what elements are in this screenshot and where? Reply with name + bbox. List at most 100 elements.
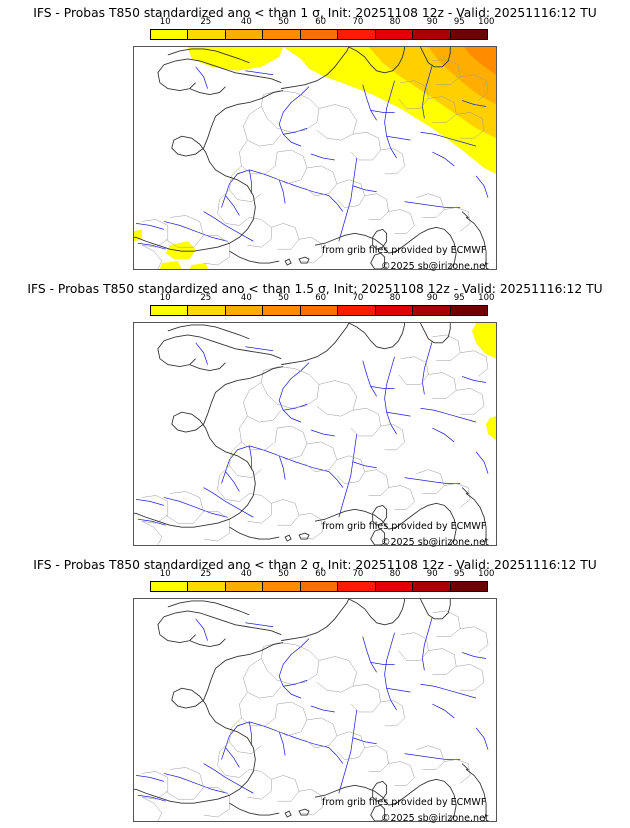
- colorbar-tick-25: 25: [200, 569, 212, 579]
- map-canvas: [133, 598, 497, 822]
- admin-borders-layer: [141, 610, 489, 821]
- colorbar-segment-60-70: [300, 30, 339, 39]
- river-po: [404, 201, 461, 208]
- colorbar-segment-80-90: [375, 306, 414, 315]
- colorbar-tick-80: 80: [389, 293, 401, 303]
- colorbar-tick-80: 80: [389, 17, 401, 27]
- river-tributary-6: [386, 687, 411, 693]
- coast-sardinia: [370, 528, 386, 545]
- river-seine: [278, 86, 310, 147]
- coast-italy-w: [388, 502, 457, 545]
- colorbar-tick-70: 70: [352, 569, 364, 579]
- shading-patch-spain-1: [165, 241, 196, 260]
- river-tributary-5: [248, 445, 252, 470]
- colorbar: 10 25 40 50 60 70 80 90 95 100: [150, 293, 494, 318]
- coast-denmark: [420, 323, 451, 344]
- admin-borders-layer: [141, 334, 489, 545]
- river-garonne: [203, 763, 254, 794]
- colorbar-segment-50-60: [263, 306, 301, 315]
- river-garonne: [203, 487, 254, 518]
- coast-adriatic: [461, 763, 470, 770]
- river-tributary-10: [432, 427, 455, 443]
- coast-corsica: [372, 780, 388, 802]
- river-loire: [221, 169, 330, 208]
- coast-wales: [189, 362, 226, 372]
- river-tributary-3: [278, 179, 286, 204]
- colorbar-tick-95: 95: [453, 569, 465, 579]
- colorbar-segment-25-40: [188, 582, 226, 591]
- coast-sardinia: [370, 252, 386, 269]
- river-tributary-8: [352, 185, 377, 193]
- coast-med-france: [314, 508, 389, 530]
- coast-med-france: [314, 784, 389, 806]
- colorbar-segment-90-95: [413, 582, 451, 591]
- probability-shading-layer: [134, 47, 496, 269]
- colorbar-tick-40: 40: [240, 17, 252, 27]
- river-seine: [278, 638, 310, 699]
- coast-britain-west: [157, 616, 196, 644]
- shading-patch-channel: [187, 47, 284, 71]
- river-meuse: [362, 84, 377, 121]
- coast-italy-e: [465, 493, 487, 545]
- shading-patch-spain-3: [189, 263, 208, 269]
- colorbar: 10 25 40 50 60 70 80 90 95 100: [150, 17, 494, 42]
- colorbar-tick-60: 60: [315, 17, 327, 27]
- colorbar-segment-50-60: [263, 582, 301, 591]
- colorbar-segment-80-90: [375, 30, 414, 39]
- colorbar: 10 25 40 50 60 70 80 90 95 100: [150, 569, 494, 594]
- colorbar-tick-100: 100: [478, 293, 495, 303]
- river-tributary-9: [225, 471, 240, 492]
- river-tributary-11: [462, 376, 487, 383]
- colorbar-segment-80-90: [375, 582, 414, 591]
- river-rhine: [384, 80, 397, 159]
- colorbar-tick-70: 70: [352, 17, 364, 27]
- river-po: [404, 477, 461, 484]
- copyright-credit: ©2025 sb@irizone.net: [381, 261, 489, 272]
- coastline-layer: [134, 599, 487, 821]
- river-danube-upper: [420, 407, 477, 423]
- river-tributary-3: [278, 455, 286, 480]
- coast-balearic-small: [284, 810, 292, 818]
- coast-britain-west: [157, 64, 196, 92]
- river-ebro: [163, 773, 228, 794]
- coast-spain-med: [229, 526, 280, 540]
- river-rhone: [338, 709, 358, 794]
- rivers-layer: [135, 340, 489, 526]
- coast-balearic: [298, 532, 310, 540]
- map-canvas: [133, 46, 497, 270]
- colorbar-tick-50: 50: [278, 569, 289, 579]
- coast-wales: [189, 638, 226, 648]
- colorbar-segment-10-25: [151, 30, 189, 39]
- coast-corsica: [372, 228, 388, 250]
- colorbar-tick-60: 60: [315, 569, 327, 579]
- river-elbe: [422, 616, 433, 671]
- colorbar-tick-60: 60: [315, 293, 327, 303]
- river-tributary-8: [352, 461, 377, 469]
- ecmwf-credit: from grib files provided by ECMWF: [322, 797, 487, 808]
- colorbar-segment-10-25: [151, 306, 189, 315]
- probability-map-panel-1sigma: IFS - Probas T850 standardized ano < tha…: [0, 0, 630, 276]
- coast-britain-south: [163, 610, 282, 636]
- rivers-layer: [135, 616, 489, 802]
- probability-map-panel-1p5sigma: IFS - Probas T850 standardized ano < tha…: [0, 276, 630, 552]
- colorbar-tick-50: 50: [278, 17, 289, 27]
- river-tributary-9: [225, 747, 240, 768]
- river-danube-upper: [420, 131, 477, 147]
- coast-britain-south: [163, 58, 282, 84]
- ecmwf-credit: from grib files provided by ECMWF: [322, 521, 487, 532]
- shading-patch-ne-corner: [472, 323, 496, 359]
- colorbar-segment-40-50: [225, 582, 264, 591]
- colorbar-tick-25: 25: [200, 17, 212, 27]
- colorbar-tick-90: 90: [426, 569, 438, 579]
- colorbar-segment-95-100: [450, 30, 487, 39]
- river-tagus: [137, 242, 166, 250]
- coast-netherlands: [348, 599, 405, 626]
- river-tributary-6: [386, 135, 411, 141]
- rivers-layer: [135, 64, 489, 250]
- colorbar-segment-10-25: [151, 582, 189, 591]
- river-tributary-3: [278, 731, 286, 756]
- copyright-credit: ©2025 sb@irizone.net: [381, 537, 489, 548]
- colorbar-segment-70-80: [338, 30, 376, 39]
- river-tributary-4: [328, 195, 344, 212]
- colorbar-tick-40: 40: [240, 569, 252, 579]
